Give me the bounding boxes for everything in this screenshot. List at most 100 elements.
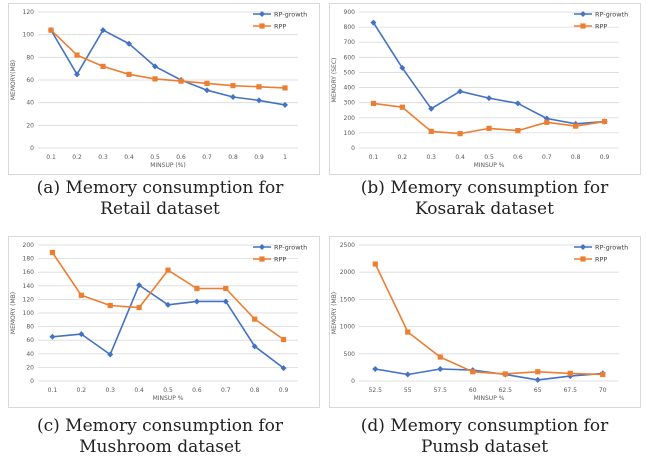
y-tick-label: 20 <box>26 122 34 129</box>
data-point-rpp <box>370 100 377 107</box>
y-tick-label: 1000 <box>340 324 355 331</box>
data-point-rpp <box>399 104 405 110</box>
chart-frame <box>8 3 320 175</box>
y-tick-label: 60 <box>26 337 34 344</box>
caption-pumsb-line1: (d) Memory consumption for <box>360 416 609 436</box>
data-point-rp-growth <box>534 376 541 383</box>
y-tick-label: 400 <box>344 85 356 92</box>
data-point-rp-growth <box>486 95 492 102</box>
y-tick-label: 200 <box>344 115 356 122</box>
data-point-rpp <box>48 27 54 33</box>
data-point-rp-growth <box>193 298 200 305</box>
y-tick-label: 0 <box>30 145 34 152</box>
data-point-rpp <box>107 302 113 309</box>
data-point-rp-growth <box>107 351 114 358</box>
legend-marker-rpp <box>259 23 265 29</box>
data-point-rp-growth <box>152 63 158 70</box>
x-tick-label: 55 <box>404 387 412 394</box>
caption-kosarak: (b) Memory consumption for Kosarak datas… <box>323 178 646 220</box>
y-tick-label: 100 <box>23 32 35 39</box>
legend-label-rpp: RPP <box>274 22 286 30</box>
x-tick-label: 0.9 <box>254 154 264 161</box>
chart-kosarak: 0 100 200 300 400 500 600 700 800 900 0.1 0.2 0.3 0.4… <box>329 3 641 175</box>
caption-mushroom-line1: (c) Memory consumption for <box>36 416 284 436</box>
data-point-rpp <box>256 84 262 90</box>
x-tick-label: 0.8 <box>571 154 581 161</box>
x-tick-label: 0.6 <box>513 154 523 161</box>
caption-retail: (a) Memory consumption for Retail datase… <box>0 178 320 220</box>
y-tick-label: 500 <box>344 69 356 76</box>
x-tick-label: 0.1 <box>46 154 56 161</box>
data-point-rpp <box>544 119 550 125</box>
chart-mushroom: 0 20 40 60 80 100 120 140 160 180 200 0.1 0.2 0.3 0.4 0… <box>8 236 320 408</box>
y-tick-label: 120 <box>23 296 35 303</box>
data-point-rpp <box>49 249 56 256</box>
y-tick-label: 600 <box>344 54 356 61</box>
x-tick-label: 0.1 <box>369 154 379 161</box>
chart-retail: 0 20 40 60 80 100 120 0.1 0.2 0.3 0.4 0.5 0.6 0.7 0.8 0… <box>8 3 320 175</box>
chart-panel-pumsb: 0 500 1000 1500 2000 2500 52.5 55 57.5 60 62.5 65 67… <box>329 236 641 408</box>
y-tick-label: 40 <box>26 100 34 107</box>
x-axis-label: MINSUP % <box>153 395 184 402</box>
data-point-rp-growth <box>78 331 85 338</box>
data-point-rpp <box>573 123 579 129</box>
data-point-rpp <box>136 304 142 311</box>
x-axis-label: MINSUP (%) <box>150 162 186 169</box>
y-tick-label: 200 <box>23 242 35 249</box>
x-tick-label: 0.6 <box>176 154 186 161</box>
y-tick-label: 60 <box>26 77 34 84</box>
y-tick-label: 100 <box>23 310 35 317</box>
chart-panel-retail: 0 20 40 60 80 100 120 0.1 0.2 0.3 0.4 0.5 0.6 0.7 0.8 0… <box>8 3 320 175</box>
data-point-rpp <box>74 52 80 58</box>
x-tick-label: 1 <box>283 154 287 161</box>
legend-label-rp-growth: RP-growth <box>595 243 628 251</box>
chart-frame <box>329 236 641 408</box>
x-tick-label: 0.5 <box>484 154 494 161</box>
data-point-rpp <box>194 285 200 292</box>
legend-label-rpp: RPP <box>595 255 607 263</box>
caption-pumsb: (d) Memory consumption for Pumsb dataset <box>323 416 646 458</box>
data-point-rpp <box>223 285 229 292</box>
legend-marker-rp-growth <box>580 11 586 17</box>
y-tick-label: 40 <box>26 351 34 358</box>
legend-label-rp-growth: RP-growth <box>274 10 307 18</box>
legend-marker-rp-growth <box>259 244 265 250</box>
data-point-rp-growth <box>222 298 229 305</box>
data-point-rp-growth <box>74 71 80 78</box>
data-point-rpp <box>230 83 236 89</box>
caption-kosarak-line1: (b) Memory consumption for <box>360 178 609 198</box>
x-tick-label: 0.6 <box>192 387 202 394</box>
y-tick-label: 1500 <box>340 296 355 303</box>
data-point-rp-growth <box>100 27 106 34</box>
y-tick-label: 80 <box>26 324 34 331</box>
y-tick-label: 120 <box>23 9 35 16</box>
y-tick-label: 20 <box>26 364 34 371</box>
x-tick-label: 0.7 <box>202 154 212 161</box>
data-point-rpp <box>486 125 492 131</box>
caption-pumsb-line2: Pumsb dataset <box>420 437 549 457</box>
y-axis-label: MEMORY (MB) <box>10 292 17 334</box>
data-point-rp-growth <box>514 100 521 107</box>
x-tick-label: 0.9 <box>600 154 610 161</box>
data-point-rpp <box>502 371 508 377</box>
legend-label-rpp: RPP <box>274 255 286 263</box>
series-line-rpp <box>374 263 603 376</box>
x-tick-label: 0.1 <box>48 387 58 394</box>
chart-pumsb: 0 500 1000 1500 2000 2500 52.5 55 57.5 60 62.5 65 67… <box>329 236 641 408</box>
legend-label-rp-growth: RP-growth <box>274 243 307 251</box>
caption-retail-line1: (a) Memory consumption for <box>36 178 284 198</box>
x-tick-label: 0.3 <box>426 154 436 161</box>
chart-panel-mushroom: 0 20 40 60 80 100 120 140 160 180 200 0.1 0.2 0.3 0.4 0… <box>8 236 320 408</box>
y-axis-label: MEMORY (MB) <box>331 292 338 334</box>
y-tick-label: 2500 <box>340 242 355 249</box>
data-point-rp-growth <box>165 301 171 308</box>
data-point-rp-growth <box>457 88 464 95</box>
data-point-rpp <box>428 128 434 134</box>
data-point-rpp <box>372 261 378 267</box>
data-point-rp-growth <box>437 366 444 373</box>
legend-marker-rpp <box>580 256 586 262</box>
data-point-rp-growth <box>370 19 377 26</box>
caption-mushroom: (c) Memory consumption for Mushroom data… <box>0 416 320 458</box>
data-point-rpp <box>535 369 541 375</box>
data-point-rpp <box>152 76 158 82</box>
